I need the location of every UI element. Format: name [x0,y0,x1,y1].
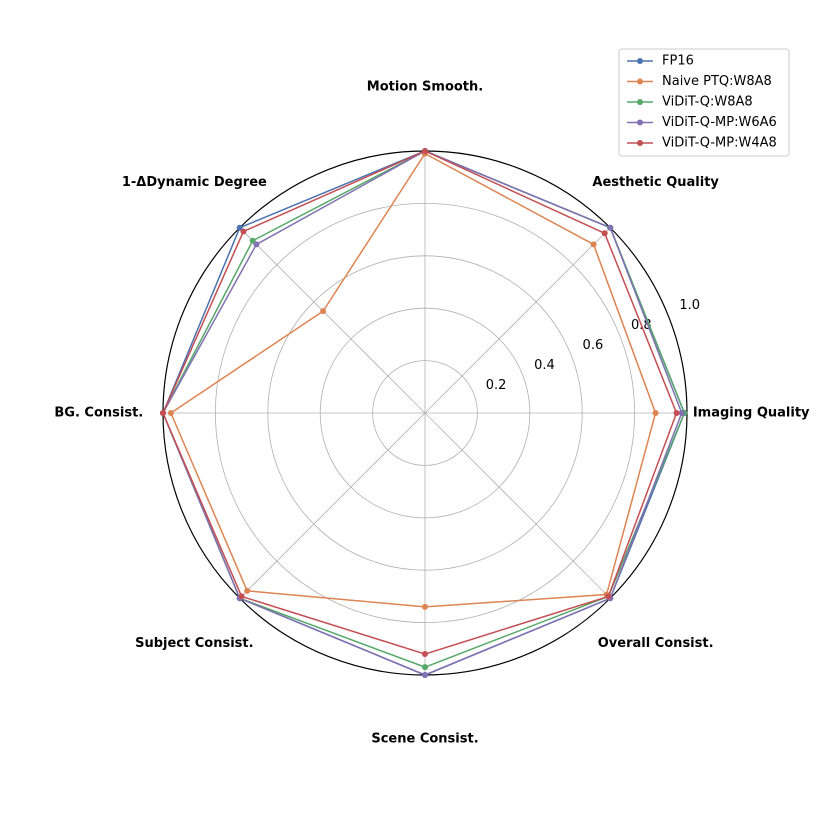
point-vidit-q-mp-w4a8-1-dynamic-degree [240,228,247,235]
point-fp16-1-dynamic-degree [236,224,243,231]
point-vidit-q-w8a8-1-dynamic-degree [249,237,256,244]
axis-label-scene-consist: Scene Consist. [371,732,478,747]
legend-label: ViDiT-Q:W8A8 [662,95,753,110]
axis-label-bg-consist: BG. Consist. [54,406,143,421]
point-vidit-q-mp-w4a8-overall-consist [605,593,612,600]
legend-swatch-marker [637,58,643,64]
legend-label: FP16 [662,54,694,69]
axis-label-imaging-quality: Imaging Quality [693,406,810,421]
axis-label-overall-consist: Overall Consist. [598,636,714,651]
point-vidit-q-mp-w4a8-motion-smooth [422,148,428,154]
legend-swatch-marker [637,140,643,146]
axis-labels: Imaging Quality Aesthetic Quality Motion S… [54,79,810,746]
series-line-naive-ptq-w8a8 [170,152,657,608]
point-vidit-q-mp-w6a6-1-dynamic-degree [253,241,260,248]
point-vidit-q-mp-w6a6-scene-consist [422,672,428,678]
tick-label-1: 0.4 [534,358,555,373]
axis-label-1-dynamic-degree: 1-ΔDynamic Degree [122,175,267,190]
point-naive-ptq-w8a8-aesthetic-quality [590,241,597,248]
series-layer [160,148,688,678]
tick-label-4: 1.0 [679,298,700,313]
point-vidit-q-mp-w6a6-aesthetic-quality [607,224,614,231]
legend: FP16 Naive PTQ:W8A8 ViDiT-Q:W8A8 ViDiT-Q-MP… [618,48,790,157]
point-naive-ptq-w8a8-1-dynamic-degree [320,308,327,315]
radial-tick-labels: 0.20.40.60.81.0 [486,298,700,393]
point-vidit-q-mp-w4a8-subject-consist [238,593,245,600]
point-vidit-q-mp-w4a8-scene-consist [422,651,428,658]
legend-item-fp16: FP16 [627,54,694,69]
legend-label: Naive PTQ:W8A8 [662,74,772,89]
point-naive-ptq-w8a8-subject-consist [244,587,251,594]
point-vidit-q-mp-w4a8-aesthetic-quality [601,230,608,237]
spoke-overall-consist [424,412,611,599]
legend-frame [618,48,790,157]
legend-item-vidit-q-w8a8: ViDiT-Q:W8A8 [627,95,753,110]
legend-swatch-marker [637,119,643,126]
point-naive-ptq-w8a8-imaging-quality [652,410,659,416]
series-vidit-q-mp-w4a8 [160,148,680,658]
point-vidit-q-w8a8-scene-consist [422,664,428,671]
point-naive-ptq-w8a8-bg-consist [167,410,174,416]
axis-label-aesthetic-quality: Aesthetic Quality [592,175,719,190]
legend-item-vidit-q-mp-w6a6: ViDiT-Q-MP:W6A6 [627,115,777,130]
axis-label-motion-smooth: Motion Smooth. [367,79,483,94]
axis-label-subject-consist: Subject Consist. [135,636,253,651]
legend-label: ViDiT-Q-MP:W6A6 [662,115,777,130]
legend-swatch-marker [637,99,643,105]
point-vidit-q-mp-w6a6-imaging-quality [678,410,685,416]
tick-label-0: 0.2 [486,378,507,393]
series-naive-ptq-w8a8 [167,150,659,610]
legend-label: ViDiT-Q-MP:W4A8 [662,136,777,151]
tick-label-2: 0.6 [583,338,604,353]
point-vidit-q-mp-w4a8-imaging-quality [673,410,680,416]
legend-swatch-marker [637,78,643,85]
spoke-1-dynamic-degree [239,227,426,414]
point-naive-ptq-w8a8-scene-consist [422,603,428,610]
legend-item-naive-ptq-w8a8: Naive PTQ:W8A8 [627,74,772,89]
spoke-aesthetic-quality [424,227,611,414]
point-vidit-q-mp-w4a8-bg-consist [160,410,166,416]
spoke-subject-consist [239,412,426,599]
legend-item-vidit-q-mp-w4a8: ViDiT-Q-MP:W4A8 [627,136,777,151]
